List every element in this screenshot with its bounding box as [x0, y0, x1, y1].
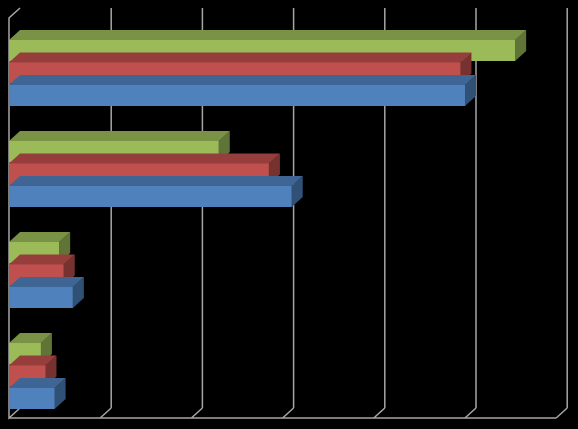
bar-top: [9, 176, 303, 186]
gridline-floor: [555, 407, 568, 419]
bar-top: [9, 333, 52, 343]
bar-top: [9, 153, 280, 164]
gridline-floor: [464, 407, 477, 419]
bar-top: [9, 75, 476, 85]
bar-top: [9, 378, 66, 388]
gridline-floor: [99, 407, 112, 419]
bar-top: [9, 254, 75, 265]
bar-end: [291, 176, 303, 207]
bar-top: [9, 52, 472, 63]
bar-top: [9, 232, 71, 242]
bar-top: [9, 131, 230, 141]
bar-top: [9, 277, 84, 287]
bar-top: [9, 355, 57, 366]
bar: [9, 186, 292, 207]
gridline-floor: [373, 407, 386, 419]
bar-end: [465, 75, 476, 106]
gridline-floor: [282, 407, 295, 419]
bar-end: [72, 277, 84, 308]
bar-end: [515, 30, 527, 61]
side-wall: [8, 7, 21, 420]
bar-end: [54, 378, 66, 409]
bar: [9, 85, 465, 106]
bar: [9, 388, 55, 409]
bar-top: [9, 30, 527, 40]
gridline-floor: [190, 407, 203, 419]
bar: [9, 287, 73, 308]
